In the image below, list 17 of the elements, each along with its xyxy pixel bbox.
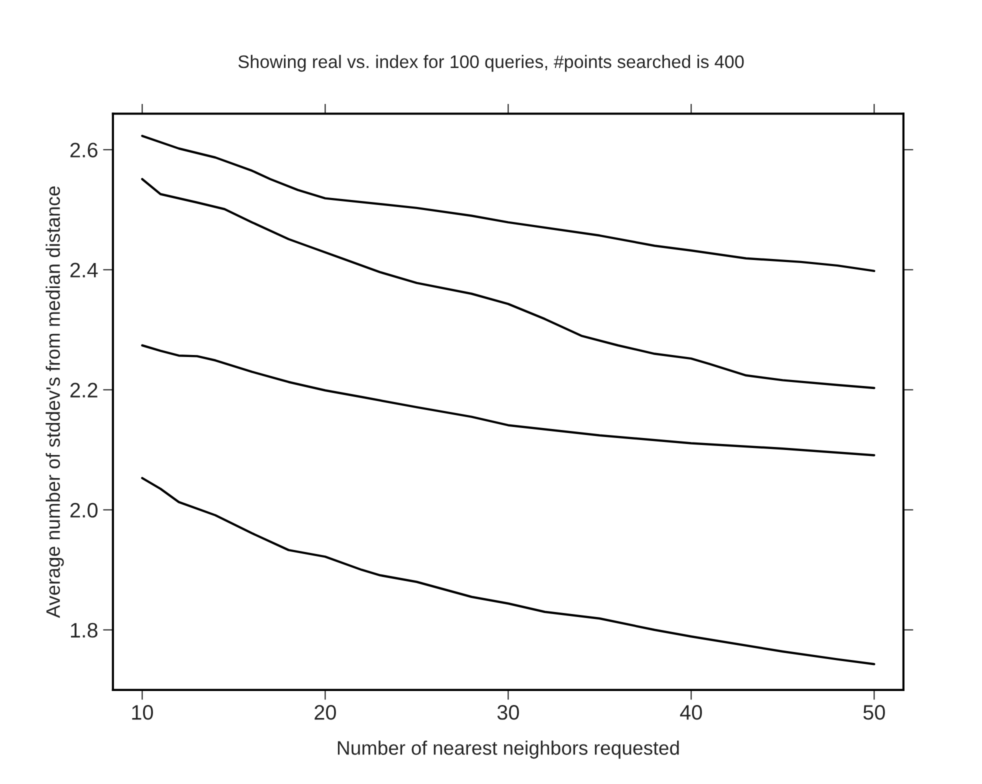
y-tick-label: 2.4 xyxy=(70,262,98,278)
line-series xyxy=(141,476,876,666)
x-tick-label: 10 xyxy=(132,705,153,720)
line-series xyxy=(141,344,876,456)
x-axis-title: Number of nearest neighbors requested xyxy=(338,740,679,759)
y-tick-label: 1.8 xyxy=(70,622,98,638)
x-tick-label: 40 xyxy=(680,705,702,720)
x-tick-label: 30 xyxy=(497,705,519,720)
y-tick-label: 2.2 xyxy=(70,382,98,398)
y-axis-title: Average number of stddev's from median distance xyxy=(46,186,64,618)
chart-title: Showing real vs. index for 100 queries, #points searched is 400 xyxy=(238,54,744,72)
y-tick-label: 2.0 xyxy=(70,502,98,518)
x-tick-label: 50 xyxy=(863,705,885,720)
x-tick-label: 20 xyxy=(314,705,336,720)
y-tick-label: 2.6 xyxy=(70,142,98,158)
line-series xyxy=(141,178,876,390)
line-series xyxy=(141,134,876,272)
